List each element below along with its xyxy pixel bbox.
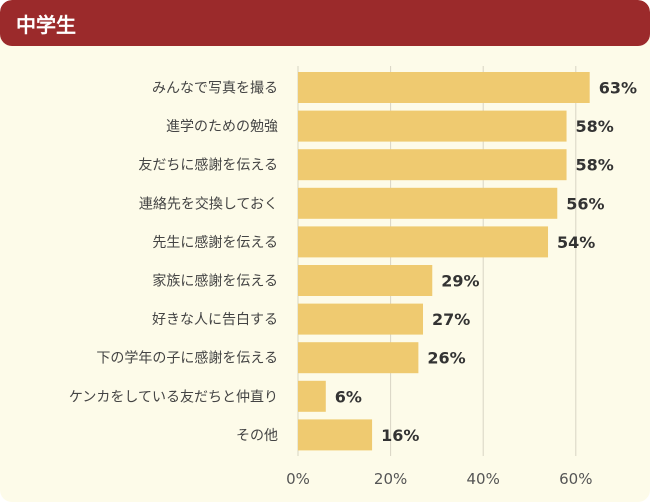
chart-title: 中学生 [16,13,76,37]
value-label: 58% [576,156,614,175]
value-label: 6% [335,387,362,406]
category-label: 進学のための勉強 [166,119,278,135]
x-tick-label: 40% [467,470,500,488]
bar [298,380,326,412]
value-label: 54% [557,233,595,252]
category-label: 好きな人に告白する [152,312,278,328]
value-label: 26% [427,349,465,368]
bar [298,149,567,181]
category-label: 連絡先を交換しておく [139,195,278,212]
category-label: その他 [236,428,278,444]
bar [298,72,590,103]
chart-header: 中学生 [0,0,650,46]
value-label: 16% [381,426,419,445]
bar [298,265,433,296]
category-label: ケンカをしている友だちと仲直り [69,388,278,405]
bar [298,303,424,335]
value-label: 29% [441,272,479,291]
category-label: 下の学年の子に感謝を伝える [96,350,278,367]
category-label: みんなで写真を撮る [152,80,278,97]
category-label: 友だちに感謝を伝える [138,157,278,174]
bar [298,342,419,374]
bar [298,419,373,451]
category-label: 家族に感謝を伝える [152,273,278,290]
x-tick-label: 0% [286,470,310,488]
bar [298,226,549,258]
value-label: 56% [566,194,604,213]
bar [298,110,567,142]
category-label: 先生に感謝を伝える [152,234,278,251]
value-label: 63% [599,79,637,98]
value-label: 58% [576,117,614,136]
value-label: 27% [432,310,470,329]
x-tick-label: 60% [559,470,592,488]
x-tick-label: 20% [374,470,407,488]
bar [298,187,558,219]
